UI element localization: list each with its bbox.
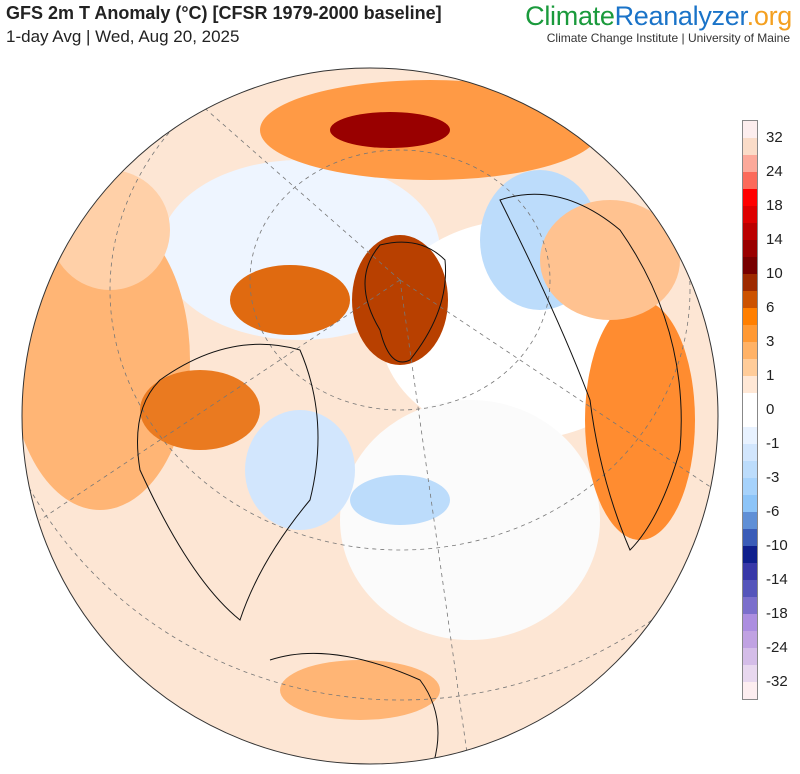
colorbar-label: -10 [766,537,788,554]
colorbar-label: 6 [766,299,775,316]
colorbar-segment [743,597,757,614]
colorbar-segment [743,342,757,359]
colorbar-segment [743,563,757,580]
colorbar-label: 0 [766,401,775,418]
colorbar-label: -24 [766,639,788,656]
colorbar-label: 10 [766,265,783,282]
colorbar-label: -32 [766,673,788,690]
colorbar-segment [743,274,757,291]
colorbar-segment [743,495,757,512]
colorbar-segment [743,682,757,699]
brand-part3: .org [746,1,793,31]
colorbar-segment [743,631,757,648]
colorbar-segment [743,665,757,682]
colorbar-segment [743,138,757,155]
colorbar-segment [743,580,757,597]
colorbar-segment [743,155,757,172]
brand-logo[interactable]: ClimateReanalyzer.org [525,1,792,32]
colorbar-segment [743,614,757,631]
colorbar-segment [743,461,757,478]
colorbar-segment [743,529,757,546]
colorbar-label: 32 [766,129,783,146]
coastlines [137,193,682,764]
colorbar-segment [743,206,757,223]
colorbar-segment [743,648,757,665]
map-title: GFS 2m T Anomaly (°C) [CFSR 1979-2000 ba… [6,3,442,23]
colorbar-label: -18 [766,605,788,622]
globe-outline [21,67,719,765]
colorbar-label: -3 [766,469,780,486]
colorbar-label: 18 [766,197,783,214]
brand-part1: Climate [525,1,615,31]
colorbar-segment [743,189,757,206]
colorbar-segment [743,410,757,427]
colorbar-segment [743,308,757,325]
colorbar-label: 14 [766,231,783,248]
colorbar-segment [743,393,757,410]
colorbar-segment [743,291,757,308]
anomaly-field [22,68,718,764]
colorbar-label: 3 [766,333,775,350]
colorbar-segment [743,257,757,274]
colorbar-segment [743,427,757,444]
colorbar-segment [743,546,757,563]
colorbar-segment [743,512,757,529]
colorbar-label: -14 [766,571,788,588]
colorbar-segment [743,121,757,138]
colorbar-label: 1 [766,367,775,384]
colorbar-label: 24 [766,163,783,180]
colorbar-segment [743,359,757,376]
colorbar-label: -6 [766,503,780,520]
colorbar-label: -1 [766,435,780,452]
institute-label: Climate Change Institute | University of… [546,31,790,45]
colorbar-segment [743,223,757,240]
colorbar-segment [743,325,757,342]
brand-part2: Reanalyzer [614,1,747,31]
colorbar-segment [743,172,757,189]
map-subtitle: 1-day Avg | Wed, Aug 20, 2025 [6,27,240,46]
colorbar [742,120,758,700]
colorbar-segment [743,444,757,461]
colorbar-segment [743,240,757,257]
colorbar-segment [743,376,757,393]
colorbar-segment [743,478,757,495]
